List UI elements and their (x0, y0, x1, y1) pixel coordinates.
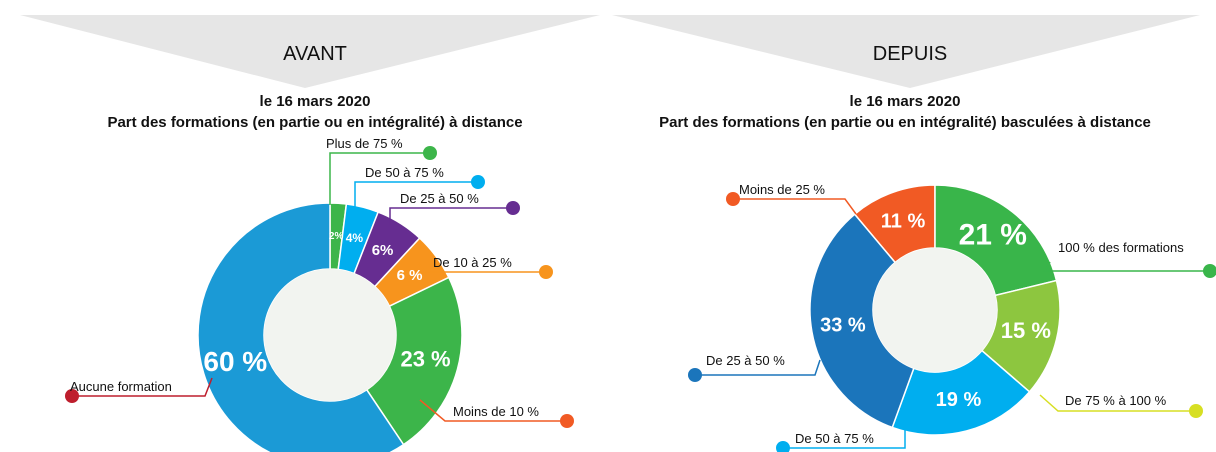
category-label: 100 % des formations (1058, 240, 1184, 255)
banner (612, 15, 1200, 88)
banner (20, 15, 600, 88)
value-label: 23 % (400, 347, 450, 372)
category-label: Aucune formation (70, 379, 172, 394)
value-label: 33 % (820, 315, 866, 337)
value-label: 4% (346, 231, 364, 245)
value-label: 19 % (936, 389, 982, 411)
value-label: 11 % (881, 210, 926, 232)
value-label: 21 % (959, 218, 1027, 251)
category-label: De 10 à 25 % (433, 255, 512, 270)
chart-title: Part des formations (en partie ou en int… (107, 114, 522, 131)
leader-line (354, 181, 478, 210)
category-label: De 25 à 50 % (706, 353, 785, 368)
legend-dot (1189, 404, 1203, 418)
value-label: 6 % (397, 267, 423, 284)
value-label: 60 % (203, 346, 267, 377)
leader-line (733, 198, 857, 215)
legend-dot (688, 368, 702, 382)
category-label: De 75 % à 100 % (1065, 393, 1167, 408)
leader-line (783, 430, 906, 449)
subtitle: le 16 mars 2020 (850, 93, 961, 110)
leader-line (72, 377, 213, 397)
legend-dot (1203, 264, 1216, 278)
donut-hole (264, 269, 396, 401)
value-label: 15 % (1001, 318, 1051, 343)
legend-dot (506, 201, 520, 215)
value-label: 2% (329, 231, 344, 242)
category-label: De 50 à 75 % (795, 431, 874, 446)
leader-line (329, 152, 430, 205)
leader-line (417, 261, 546, 273)
legend-dot (423, 146, 437, 160)
legend-dot (776, 441, 790, 452)
legend-dot (726, 192, 740, 206)
leader-line (1039, 394, 1196, 412)
value-label: 6% (372, 242, 394, 259)
category-label: De 50 à 75 % (365, 165, 444, 180)
leader-line (695, 359, 821, 376)
header: DEPUIS (873, 43, 947, 65)
subtitle: le 16 mars 2020 (260, 93, 371, 110)
legend-dot (65, 389, 79, 403)
leader-line (419, 399, 567, 422)
donut-hole (873, 248, 997, 372)
leader-line (389, 207, 513, 225)
category-label: Moins de 25 % (739, 182, 825, 197)
leader-line (1043, 261, 1210, 272)
category-label: De 25 à 50 % (400, 191, 479, 206)
header: AVANT (283, 43, 347, 65)
legend-dot (539, 265, 553, 279)
legend-dot (560, 414, 574, 428)
category-label: Plus de 75 % (326, 136, 403, 151)
legend-dot (471, 175, 485, 189)
chart-title: Part des formations (en partie ou en int… (659, 114, 1151, 131)
category-label: Moins de 10 % (453, 404, 539, 419)
